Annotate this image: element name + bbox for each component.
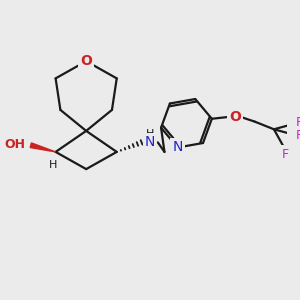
Text: N: N [145, 135, 155, 149]
Polygon shape [30, 143, 56, 152]
Text: H: H [146, 129, 154, 139]
Text: F: F [296, 116, 300, 129]
Text: O: O [80, 54, 92, 68]
Text: F: F [296, 128, 300, 142]
Text: OH: OH [4, 138, 25, 151]
Text: F: F [282, 148, 289, 160]
Text: N: N [172, 140, 183, 154]
Text: H: H [49, 160, 57, 170]
Text: O: O [229, 110, 241, 124]
